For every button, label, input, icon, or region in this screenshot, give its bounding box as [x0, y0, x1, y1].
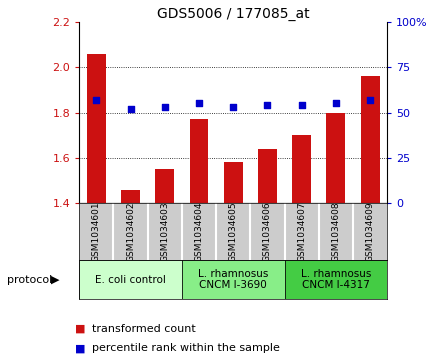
Text: ▶: ▶	[51, 274, 59, 285]
Text: GSM1034609: GSM1034609	[366, 201, 374, 262]
Text: ■: ■	[75, 343, 85, 354]
Point	[367, 97, 374, 103]
Bar	[285, 260, 387, 299]
Bar	[292, 135, 311, 203]
Text: protocol: protocol	[7, 274, 52, 285]
Point	[195, 101, 202, 106]
Bar	[258, 149, 277, 203]
Point	[298, 102, 305, 108]
Text: L. rhamnosus
CNCM I-3690: L. rhamnosus CNCM I-3690	[198, 269, 268, 290]
Point	[127, 106, 134, 112]
Text: ■: ■	[75, 323, 85, 334]
Text: GSM1034605: GSM1034605	[229, 201, 238, 262]
Bar	[155, 169, 174, 203]
Title: GDS5006 / 177085_at: GDS5006 / 177085_at	[157, 7, 309, 21]
Bar	[190, 119, 209, 203]
Point	[264, 102, 271, 108]
Text: GSM1034604: GSM1034604	[194, 201, 203, 262]
Text: E. coli control: E. coli control	[95, 274, 166, 285]
Text: GSM1034601: GSM1034601	[92, 201, 101, 262]
Point	[332, 101, 339, 106]
Text: transformed count: transformed count	[92, 323, 195, 334]
Text: L. rhamnosus
CNCM I-4317: L. rhamnosus CNCM I-4317	[301, 269, 371, 290]
Bar	[121, 189, 140, 203]
Text: GSM1034608: GSM1034608	[331, 201, 341, 262]
Bar	[87, 54, 106, 203]
Text: GSM1034603: GSM1034603	[160, 201, 169, 262]
Text: percentile rank within the sample: percentile rank within the sample	[92, 343, 279, 354]
Bar	[79, 260, 182, 299]
Bar	[224, 163, 242, 203]
Bar	[361, 76, 379, 203]
Text: GSM1034607: GSM1034607	[297, 201, 306, 262]
Point	[93, 97, 100, 103]
Bar	[326, 113, 345, 203]
Text: GSM1034606: GSM1034606	[263, 201, 272, 262]
Point	[230, 104, 237, 110]
Text: GSM1034602: GSM1034602	[126, 201, 135, 262]
Bar	[182, 260, 285, 299]
Point	[161, 104, 168, 110]
